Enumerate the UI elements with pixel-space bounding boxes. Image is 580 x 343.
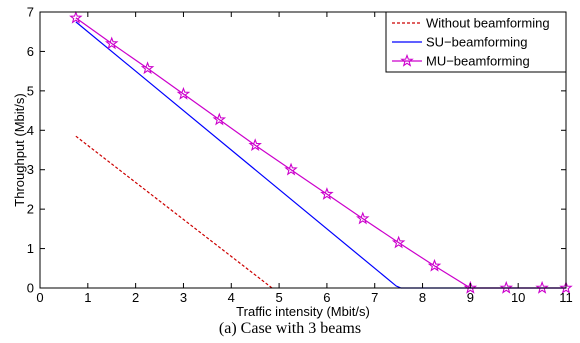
x-tick-label-7: 7 [371,290,378,305]
x-tick-label-0: 0 [36,290,43,305]
legend: Without beamforming SU−beamforming MU−beam… [386,12,566,72]
y-axis-label: Throughput (Mbit/s) [12,93,27,206]
y-tick-label-4: 4 [27,123,34,138]
y-tick-label-3: 3 [27,162,34,177]
legend-label-1: SU−beamforming [426,35,528,50]
y-tick-label-0: 0 [27,281,34,296]
x-tick-label-6: 6 [323,290,330,305]
figure-caption: (a) Case with 3 beams [0,320,580,338]
y-tick-label-1: 1 [27,241,34,256]
x-tick-label-3: 3 [180,290,187,305]
y-tick-label-5: 5 [27,83,34,98]
legend-label-2: MU−beamforming [426,54,530,69]
y-tick-label-2: 2 [27,202,34,217]
y-tick-label-6: 6 [27,44,34,59]
x-tick-label-2: 2 [132,290,139,305]
x-tick-label-9: 9 [467,290,474,305]
legend-label-0: Without beamforming [426,16,550,31]
y-tick-label-7: 7 [27,5,34,20]
x-axis-label: Traffic intensity (Mbit/s) [236,304,370,319]
x-tick-label-5: 5 [275,290,282,305]
x-tick-label-1: 1 [84,290,91,305]
x-tick-label-4: 4 [228,290,235,305]
x-tick-label-8: 8 [419,290,426,305]
x-tick-label-10: 10 [511,290,525,305]
x-tick-label-11: 11 [559,290,573,305]
